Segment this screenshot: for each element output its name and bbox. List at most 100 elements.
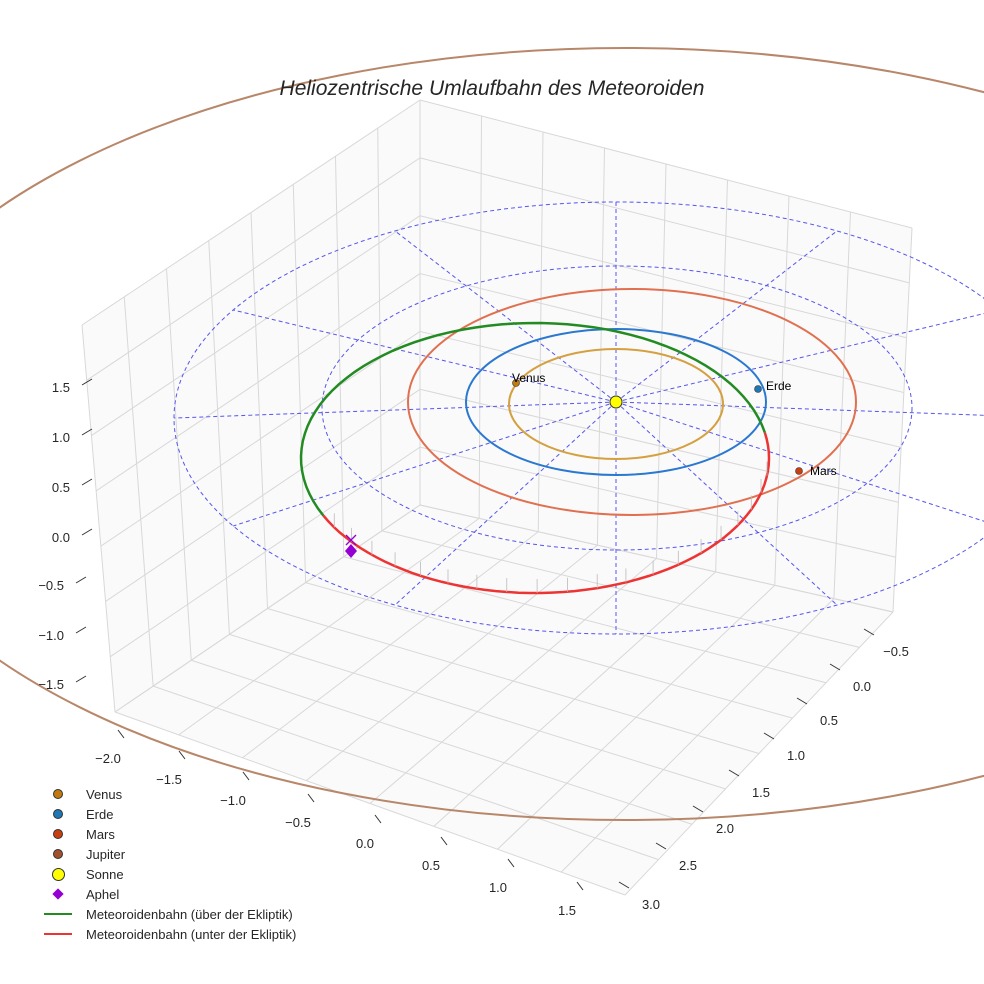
z-tick-label: 1.5	[52, 380, 70, 395]
grid-line	[305, 582, 793, 719]
chart-title: Heliozentrische Umlaufbahn des Meteoroid…	[280, 77, 705, 100]
legend-item: Erde	[36, 804, 296, 824]
legend-label: Jupiter	[86, 846, 126, 862]
grid-line	[81, 99, 421, 326]
earth-marker	[754, 385, 762, 393]
aphel-projection-x	[345, 534, 357, 546]
point-label-erde: Erde	[766, 379, 792, 393]
axis-ticks: 1.5 1.0 0.5 0.0 −0.5 −1.0 −1.5 −2.0 −1.5 −1.0 −0.5…	[38, 378, 909, 918]
grid-line	[91, 215, 421, 436]
point-label-venus: Venus	[512, 371, 545, 385]
z-tick-mark	[75, 626, 87, 634]
orbit-mars	[407, 288, 857, 516]
grid-line	[596, 147, 605, 546]
legend-item: Venus	[36, 784, 296, 804]
y-tick-label: 1.5	[752, 785, 770, 800]
legend-item: Meteoroidenbahn (über der Ekliptik)	[36, 904, 296, 924]
y-tick-mark	[796, 697, 808, 705]
y-tick-label: 3.0	[642, 897, 660, 912]
legend-item: Meteoroidenbahn (unter der Ekliptik)	[36, 924, 296, 944]
y-tick-label: 0.5	[820, 713, 838, 728]
legend: Venus Erde Mars Jupiter Sonne Aphel Meteoroide…	[36, 784, 296, 944]
x-tick-label: 0.5	[422, 858, 440, 873]
x-tick-label: −1.0	[220, 793, 246, 808]
z-tick-label: −1.0	[38, 628, 64, 643]
ecliptic-ring-middle	[321, 265, 913, 551]
left-pane	[82, 100, 420, 712]
grid-line	[105, 388, 421, 602]
z-tick-label: −0.5	[38, 578, 64, 593]
ecliptic-radial-line	[394, 230, 617, 403]
x-tick-label: 0.0	[356, 836, 374, 851]
legend-marker-icon	[36, 888, 80, 900]
z-tick-mark	[75, 576, 87, 584]
legend-item: Jupiter	[36, 844, 296, 864]
grid-line	[250, 212, 268, 609]
grid-line	[419, 157, 910, 284]
grid-line	[100, 331, 421, 547]
grid-line	[166, 268, 192, 661]
legend-marker-icon	[36, 849, 80, 859]
legend-label: Meteoroidenbahn (über der Ekliptik)	[86, 906, 293, 922]
z-tick-mark	[81, 528, 93, 536]
grid-line	[95, 273, 421, 492]
grid-line	[267, 608, 760, 754]
legend-label: Sonne	[86, 866, 124, 882]
z-tick-label: 0.5	[52, 480, 70, 495]
y-tick-label: 1.0	[787, 748, 805, 763]
y-tick-mark	[655, 842, 667, 850]
x-tick-label: 1.0	[489, 880, 507, 895]
grid-line	[419, 504, 894, 613]
z-tick-label: −1.5	[38, 677, 64, 692]
grid-line	[774, 195, 790, 586]
ecliptic-radial-line	[615, 313, 984, 403]
meteoroid-orbit-below	[322, 432, 771, 595]
y-tick-mark	[763, 732, 775, 740]
floor-pane	[115, 505, 893, 895]
x-tick-mark	[117, 729, 125, 739]
orbit-jupiter	[0, 47, 984, 821]
y-tick-label: 2.5	[679, 858, 697, 873]
legend-label: Mars	[86, 826, 115, 842]
grid-line	[208, 240, 230, 635]
grid-line	[81, 324, 116, 713]
grid-line	[114, 504, 421, 713]
ecliptic-radial-line	[233, 309, 617, 403]
grid-line	[833, 211, 851, 599]
x-tick-label: −2.0	[95, 751, 121, 766]
ecliptic-radial-line	[615, 401, 984, 416]
legend-marker-icon	[36, 789, 80, 799]
legend-item: Aphel	[36, 884, 296, 904]
x-tick-mark	[307, 793, 315, 803]
z-tick-mark	[81, 478, 93, 486]
grid-line	[624, 611, 894, 896]
y-tick-label: 2.0	[716, 821, 734, 836]
legend-item: Mars	[36, 824, 296, 844]
sun-marker	[609, 395, 623, 409]
mars-marker	[795, 467, 803, 475]
grid-line	[419, 99, 913, 229]
z-tick-mark	[81, 428, 93, 436]
orbit-erde	[465, 328, 767, 476]
x-tick-label: −1.5	[156, 772, 182, 787]
y-tick-mark	[618, 881, 630, 889]
x-tick-mark	[178, 750, 186, 760]
z-tick-label: 1.0	[52, 430, 70, 445]
grid-line	[292, 184, 307, 583]
grid-line	[86, 157, 421, 381]
orbit-venus	[508, 348, 724, 460]
z-tick-mark	[81, 378, 93, 386]
grid-line	[419, 388, 899, 503]
legend-label: Aphel	[86, 886, 120, 902]
ecliptic-radial-line	[173, 401, 617, 419]
grid-line	[560, 598, 835, 873]
legend-label: Meteoroidenbahn (unter der Ekliptik)	[86, 926, 297, 942]
legend-marker-icon	[36, 809, 80, 819]
grid-line	[419, 215, 907, 339]
orbits	[0, 47, 984, 821]
legend-marker-icon	[36, 829, 80, 839]
y-tick-mark	[863, 628, 875, 636]
meteoroid-orbit-above	[299, 321, 767, 517]
